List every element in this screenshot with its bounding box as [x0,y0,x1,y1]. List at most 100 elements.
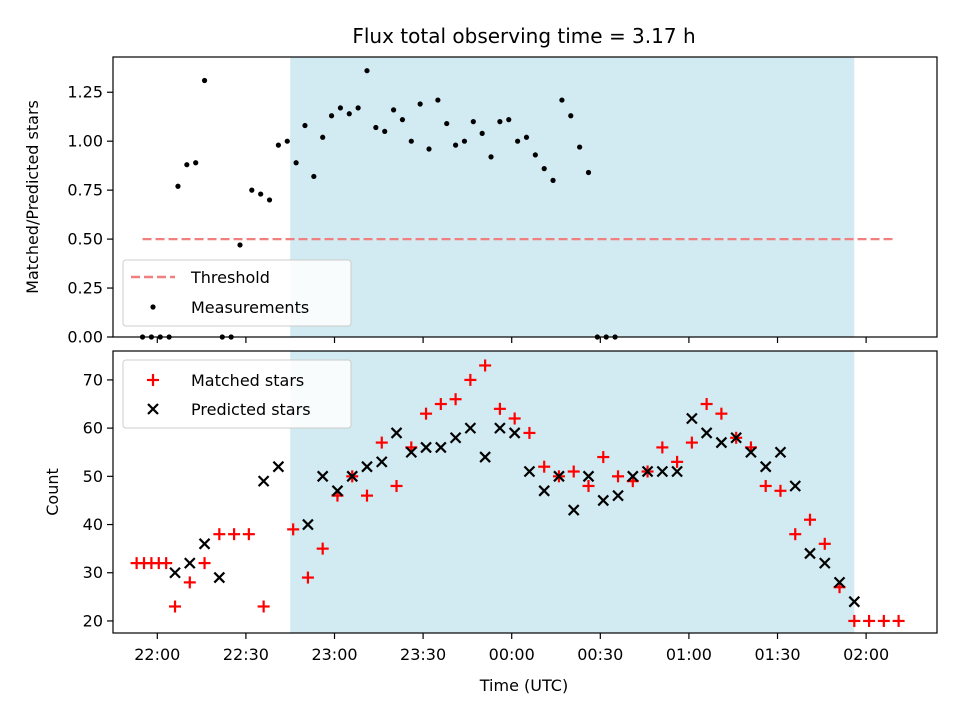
predicted-star-point [272,460,285,473]
measurement-point [346,111,352,117]
bottom-axes-frame [112,350,938,634]
predicted-star-point [184,557,196,569]
x-tick-label: 01:30 [754,645,800,664]
predicted-star-point [213,571,226,584]
top-y-tick-label: 0.75 [67,181,103,200]
measurement-point [355,105,361,111]
measurement-point [258,191,264,197]
legend-threshold-label: Threshold [190,268,270,287]
measurement-point [461,138,468,144]
x-tick-label: 01:00 [666,645,712,664]
matched-star-point [160,557,173,570]
top-panel: 0.00 0.25 0.50 0.75 1.00 1.25 Matched/Predict… [23,56,938,347]
predicted-star-point [494,422,506,434]
matched-star-point [169,600,182,613]
predicted-star-point [789,480,802,492]
matched-star-point [523,426,536,439]
matched-star-point [848,614,861,627]
matched-star-point [228,528,241,541]
measurement-point [328,113,335,119]
legend-predicted-swatch [147,403,159,415]
x-axis-label: Time (UTC) [479,676,568,695]
measurement-point [452,142,459,148]
bottom-legend: Matched stars Predicted stars [122,359,352,429]
matched-star-point [287,523,300,536]
legend-predicted-label: Predicted stars [191,400,311,419]
measurement-point [320,134,326,140]
bottom-y-tick-label: 40 [83,515,103,534]
predicted-star-point [745,446,757,459]
x-tick-label: 00:30 [577,645,623,664]
predicted-star-point [686,412,698,425]
predicted-star-point [567,504,580,516]
matched-star-point [789,528,802,541]
matched-star-point [360,489,373,502]
matched-star-point [508,412,521,425]
matched-star-point [804,513,817,526]
predicted-star-point [597,494,610,507]
x-tick-label: 23:30 [400,645,446,664]
measurement-point [399,117,406,123]
measurement-point [568,113,574,119]
predicted-star-point [449,431,462,444]
measurement-point [559,97,565,103]
predicted-star-point [641,465,654,478]
measurement-point [585,169,592,176]
legend-measurements-label: Measurements [191,298,309,317]
matched-star-point [390,479,403,492]
matched-star-point [257,600,270,613]
predicted-star-point [612,489,624,502]
matched-star-point [715,407,728,420]
measurement-point [184,162,190,168]
predicted-star-point [671,465,683,478]
predicted-star-point [479,451,491,463]
measurement-point [201,77,208,84]
matched-star-point [656,441,669,454]
predicted-star-point [538,485,550,497]
measurement-point [237,242,243,248]
matched-star-point [198,557,211,570]
measurement-point [479,130,485,136]
predicted-star-point [804,547,816,560]
predicted-star-point [316,470,329,483]
predicted-star-point [198,538,211,550]
measurement-point [532,152,538,158]
top-y-axis-label: Matched/Predicted stars [23,100,42,294]
top-y-tick-label: 1.25 [67,83,103,102]
predicted-star-point [582,470,595,483]
measurement-point [364,68,370,74]
top-y-tick-label: 0.00 [67,328,103,347]
measurement-point [284,138,290,144]
predicted-star-point [302,518,314,531]
matched-star-point [375,436,388,449]
measurement-point [249,187,255,193]
top-legend: Threshold Measurements [122,259,352,327]
matched-star-point [316,542,329,555]
bottom-shaded-span [290,351,855,633]
measurement-point [417,101,423,107]
top-y-tick-label: 0.50 [67,230,103,249]
predicted-star-point [553,470,565,483]
predicted-star-point [375,456,388,468]
measurement-point [541,166,547,172]
measurement-point [302,122,308,129]
matched-star-point [759,479,772,492]
legend-matched-swatch [147,374,159,386]
matched-star-point [493,402,506,415]
measurement-point [523,134,530,140]
matched-star-point [774,484,787,497]
predicted-star-point [700,427,713,439]
predicted-star-point [774,446,787,459]
matched-star-point [538,460,551,473]
measurement-point [175,183,181,189]
matched-star-point [242,528,255,541]
predicted-star-point [833,576,846,589]
bottom-y-tick-label: 70 [83,370,103,389]
measurement-point [390,107,397,113]
matched-star-point [597,451,610,464]
matched-star-point [700,398,713,411]
measurement-point [311,173,317,180]
top-axes-frame [112,56,938,338]
predicted-star-point [730,431,742,444]
